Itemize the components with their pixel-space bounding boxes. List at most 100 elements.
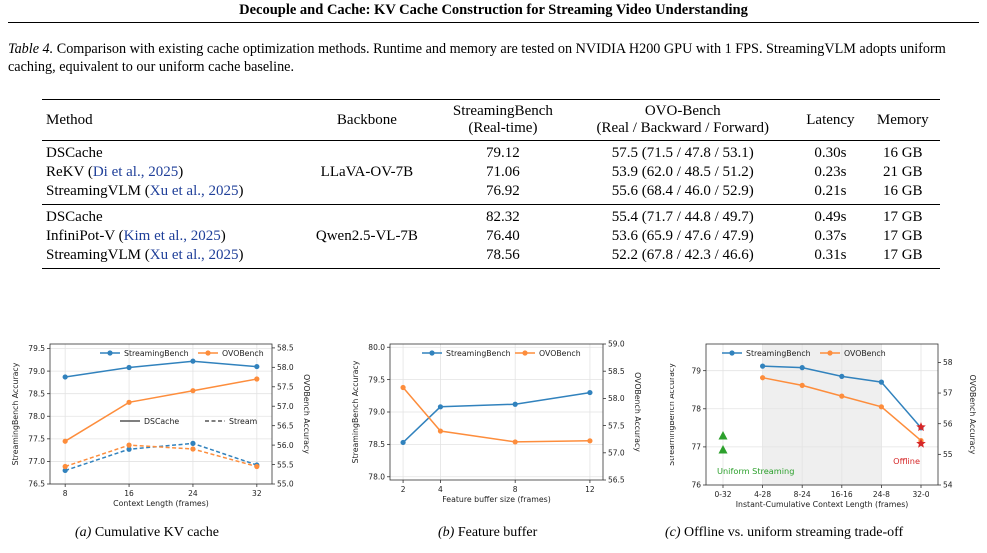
cell-memory: 17 GB bbox=[882, 228, 923, 244]
x-tick-label: 4-28 bbox=[754, 490, 771, 499]
y-tick-label: 78.5 bbox=[28, 389, 45, 398]
page-header: Decouple and Cache: KV Cache Constructio… bbox=[239, 2, 748, 18]
y-right-tick-label: 58.0 bbox=[608, 394, 625, 403]
data-point bbox=[62, 463, 68, 470]
chart-c: 76 77 78 79 54 55 56 57 58 0-32 4-28 8-24 16-16 24-8 3… bbox=[667, 343, 977, 509]
chart-b: 78.0 78.5 79.0 79.5 80.0 56.5 57.0 57.5 58.0 58.5… bbox=[351, 340, 642, 504]
figure-b: 78.0 78.5 79.0 79.5 80.0 56.5 57.0 57.5 58.0 58.5… bbox=[345, 334, 645, 529]
cell-latency: 0.37s bbox=[814, 228, 847, 244]
data-point bbox=[512, 401, 518, 407]
legend-label: StreamingBench bbox=[746, 349, 811, 358]
cell-ovobench: 55.4 (71.7 / 44.8 / 49.7) bbox=[611, 209, 754, 225]
col-backbone: Backbone bbox=[336, 111, 397, 128]
cell-ovobench: 53.6 (65.9 / 47.6 / 47.9) bbox=[611, 228, 754, 244]
data-point bbox=[400, 384, 406, 391]
data-point bbox=[126, 399, 132, 405]
method-name: StreamingVLM bbox=[46, 247, 141, 263]
data-point bbox=[799, 365, 805, 371]
cell-latency: 0.31s bbox=[814, 247, 847, 263]
x-tick-label: 24 bbox=[188, 489, 198, 498]
y-tick-label: 79.5 bbox=[28, 344, 45, 353]
legend-marker bbox=[729, 350, 735, 356]
x-tick-label: 12 bbox=[585, 485, 595, 494]
x-tick-label: 16 bbox=[124, 489, 134, 498]
cell-method: ReKV (Di et al., 2025) bbox=[46, 164, 184, 180]
cell-memory: 21 GB bbox=[882, 164, 923, 180]
cell-memory: 16 GB bbox=[882, 145, 923, 161]
col-ovo-line2: (Real / Backward / Forward) bbox=[596, 120, 769, 136]
legend-label: DSCache bbox=[144, 417, 179, 426]
legend-label: OVOBench bbox=[539, 349, 581, 358]
y-right-tick-label: 55.0 bbox=[277, 480, 294, 489]
table-body: DSCache 79.12 57.5 (71.5 / 47.8 / 53.1) 0.3… bbox=[42, 140, 940, 269]
y-tick-label: 77.0 bbox=[28, 457, 45, 466]
y-tick-label: 79.0 bbox=[28, 367, 45, 376]
series-line bbox=[64, 444, 257, 468]
citation-link[interactable]: Kim et al., 2025 bbox=[123, 228, 221, 244]
citation-link[interactable]: Xu et al., 2025 bbox=[149, 247, 239, 263]
data-point bbox=[126, 442, 132, 448]
y-tick-label: 76.5 bbox=[28, 480, 45, 489]
col-streamingbench: StreamingBench (Real-time) bbox=[436, 100, 571, 141]
series-line bbox=[402, 387, 590, 443]
cell-method: StreamingVLM (Xu et al., 2025) bbox=[46, 247, 244, 263]
y-right-tick-label: 56.0 bbox=[277, 441, 294, 450]
y-tick-label: 78.0 bbox=[368, 472, 385, 481]
y-tick-label: 78.0 bbox=[28, 412, 45, 421]
y-tick-label: 77 bbox=[691, 443, 701, 452]
figure-a: 76.5 77.0 77.5 78.0 78.5 79.0 79.5 55.0 55.5 56.0… bbox=[10, 334, 311, 529]
x-tick-label: 4 bbox=[438, 485, 443, 494]
series-line bbox=[64, 378, 257, 442]
citation-link[interactable]: Xu et al., 2025 bbox=[149, 183, 239, 199]
header-rule bbox=[8, 22, 979, 23]
subcaption-b-text: Feature buffer bbox=[457, 525, 538, 540]
method-name: DSCache bbox=[46, 145, 103, 161]
y-tick-label: 79 bbox=[691, 366, 701, 375]
data-point bbox=[587, 438, 593, 444]
x-axis-label: Context Length (frames) bbox=[113, 499, 209, 508]
data-point bbox=[190, 388, 196, 394]
x-axis-label: Feature buffer size (frames) bbox=[442, 495, 551, 504]
cell-latency: 0.49s bbox=[814, 209, 847, 225]
data-point bbox=[190, 446, 196, 452]
cell-backbone bbox=[298, 246, 435, 269]
offline-marker bbox=[916, 422, 926, 432]
cell-method: InfiniPot-V (Kim et al., 2025) bbox=[46, 228, 226, 244]
marker-label: Offline bbox=[893, 456, 920, 466]
cell-streamingbench: 76.92 bbox=[486, 183, 520, 199]
data-point bbox=[512, 439, 518, 445]
cell-backbone bbox=[298, 182, 435, 205]
col-method: Method bbox=[46, 111, 93, 128]
caption-text: Comparison with existing cache optimizat… bbox=[8, 41, 946, 75]
cell-memory: 17 GB bbox=[882, 247, 923, 263]
cell-ovobench: 52.2 (67.8 / 42.3 / 46.6) bbox=[611, 247, 754, 263]
figure-c: 76 77 78 79 54 55 56 57 58 0-32 4-28 8-24 16-16 24-8 3… bbox=[667, 334, 980, 529]
table-row: InfiniPot-V (Kim et al., 2025) Qwen2.5-VL… bbox=[42, 227, 940, 246]
x-tick-label: 8 bbox=[513, 485, 518, 494]
col-memory: Memory bbox=[876, 111, 929, 128]
cell-backbone bbox=[298, 141, 435, 164]
y-tick-label: 79.0 bbox=[368, 408, 385, 417]
y-tick-label: 79.5 bbox=[368, 375, 385, 384]
x-tick-label: 0-32 bbox=[714, 490, 731, 499]
subcaption-a-text: Cumulative KV cache bbox=[94, 525, 219, 540]
data-point bbox=[62, 374, 68, 380]
y-right-tick-label: 57.5 bbox=[277, 382, 294, 391]
data-point bbox=[839, 373, 845, 379]
y-tick-label: 78.5 bbox=[368, 440, 385, 449]
subcaption-a: (a) Cumulative KV cache bbox=[75, 525, 219, 541]
cell-streamingbench: 78.56 bbox=[486, 247, 520, 263]
col-sb-line1: StreamingBench bbox=[452, 103, 553, 119]
x-tick-label: 24-8 bbox=[873, 490, 890, 499]
y-right-tick-label: 55.5 bbox=[277, 460, 294, 469]
cell-streamingbench: 82.32 bbox=[486, 209, 520, 225]
data-point bbox=[878, 379, 884, 385]
cell-memory: 17 GB bbox=[882, 209, 923, 225]
data-point bbox=[126, 446, 132, 452]
citation-link[interactable]: Di et al., 2025 bbox=[92, 164, 179, 180]
data-point bbox=[126, 364, 132, 371]
uniform-streaming-marker bbox=[718, 444, 728, 454]
y-right-tick-label: 56 bbox=[943, 419, 953, 428]
x-axis-label: Instant-Cumulative Context Length (frame… bbox=[736, 500, 909, 509]
legend-marker bbox=[522, 350, 528, 356]
